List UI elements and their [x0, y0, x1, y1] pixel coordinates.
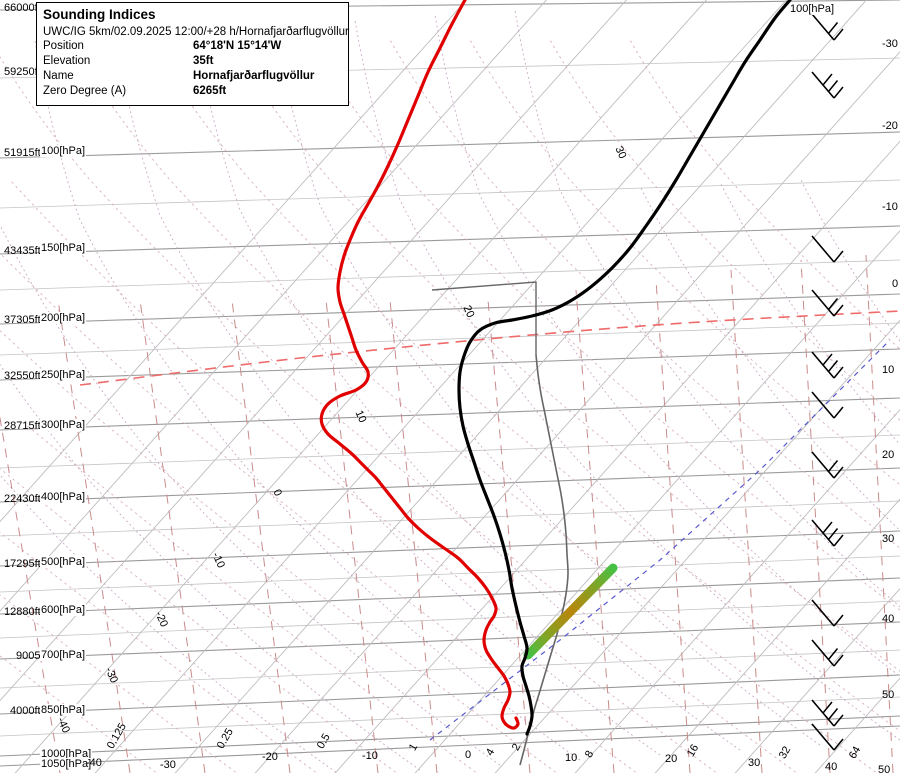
bottom-temperature-label: 40 — [825, 761, 838, 773]
altitude-label: 32550ft — [4, 370, 41, 382]
moist-adiabat-lines — [0, 9, 900, 773]
top-right-pressure-label: 100[hPa] — [790, 3, 835, 15]
pressure-label: 1050[hPa] — [40, 758, 93, 770]
wind-barb — [811, 351, 844, 379]
pressure-label: 500[hPa] — [40, 556, 87, 568]
panel-row-value: 35ft — [193, 55, 214, 67]
bottom-temperature-label: -30 — [160, 759, 176, 771]
right-temperature-label: -20 — [882, 120, 898, 132]
panel-row: Name Hornafjarðarflugvöllur — [43, 69, 342, 84]
wind-barb — [811, 639, 844, 667]
right-temperature-label: 30 — [882, 533, 895, 545]
pressure-label: 1000[hPa] — [40, 748, 93, 760]
wind-barb — [811, 13, 844, 41]
right-temperature-label: 40 — [882, 613, 895, 625]
altitude-label: 4000ft — [10, 705, 41, 717]
right-temperature-label: 50 — [882, 689, 895, 701]
wind-barb — [811, 599, 844, 627]
isobar-minor-lines — [0, 57, 900, 737]
bottom-temperature-label: -10 — [362, 750, 378, 762]
altitude-label: 17295ft — [4, 558, 41, 570]
panel-row-value: 64°18'N 15°14'W — [193, 40, 282, 52]
panel-row: Position 64°18'N 15°14'W — [43, 39, 342, 54]
bottom-temperature-label: -20 — [262, 751, 278, 763]
parcel-ascent-box — [431, 281, 537, 355]
wind-barb — [811, 519, 844, 547]
altitude-label: 22430ft — [4, 493, 41, 505]
panel-rows: Position 64°18'N 15°14'W Elevation 35ft Name… — [43, 39, 342, 99]
wind-barb — [811, 699, 844, 727]
dewpoint-curve — [319, 0, 520, 730]
bottom-temperature-label: 10 — [565, 752, 578, 764]
panel-row-key: Position — [43, 40, 84, 52]
pressure-label: 150[hPa] — [40, 242, 87, 254]
panel-row-value: Hornafjarðarflugvöllur — [193, 70, 315, 82]
wind-barb — [811, 235, 844, 263]
mixing-ratio-lines — [0, 254, 894, 773]
altitude-label: 28715ft — [4, 420, 41, 432]
zero-degree-line — [79, 310, 900, 386]
panel-row-key: Zero Degree (A) — [43, 85, 127, 97]
bottom-temperature-label: 0 — [465, 749, 472, 761]
altitude-label: 66000ft — [4, 2, 41, 14]
pressure-label: 850[hPa] — [40, 704, 87, 716]
wind-barb-group — [811, 13, 844, 751]
parcel-curve — [519, 354, 569, 766]
temperature-curve — [457, 0, 792, 736]
panel-row: Elevation 35ft — [43, 54, 342, 69]
altitude-label: 9005ft — [16, 650, 47, 662]
shear-vector — [523, 563, 618, 660]
sounding-indices-panel: Sounding Indices UWC/IG 5km/02.09.2025 1… — [36, 2, 349, 106]
wind-barb — [811, 289, 844, 317]
panel-row-value: 6265ft — [193, 85, 227, 97]
right-temperature-label: 10 — [882, 364, 895, 376]
panel-row-key: Name — [43, 70, 74, 82]
wetbulb-zero-line — [429, 339, 891, 741]
bottom-temperature-label: 50 — [878, 764, 891, 776]
pressure-label: 200[hPa] — [40, 312, 87, 324]
bottom-temperature-label: 20 — [665, 753, 678, 765]
wind-barb — [811, 451, 844, 479]
panel-row: Zero Degree (A) 6265ft — [43, 84, 342, 99]
right-temperature-label: 20 — [882, 449, 895, 461]
pressure-label: 700[hPa] — [40, 649, 87, 661]
wind-barb — [811, 71, 844, 99]
wind-barb — [811, 723, 844, 751]
panel-title: Sounding Indices — [43, 7, 156, 22]
panel-subtitle: UWC/IG 5km/02.09.2025 12:00/+28 h/Hornaf… — [43, 26, 349, 38]
bottom-temperature-label: -40 — [86, 757, 102, 769]
altitude-label: 59250ft — [4, 66, 41, 78]
altitude-label: 43435ft — [4, 245, 41, 257]
bottom-temperature-label: 30 — [748, 757, 761, 769]
wind-barb — [811, 391, 844, 419]
altitude-label: 12880ft — [4, 606, 41, 618]
right-temperature-label: -10 — [882, 201, 898, 213]
pressure-label: 400[hPa] — [40, 491, 87, 503]
pressure-label: 250[hPa] — [40, 369, 87, 381]
panel-row-key: Elevation — [43, 55, 91, 67]
right-temperature-label: -30 — [882, 38, 898, 50]
altitude-label: 51915ft — [4, 147, 41, 159]
pressure-label: 300[hPa] — [40, 419, 87, 431]
altitude-label: 37305ft — [4, 314, 41, 326]
right-temperature-label: 0 — [892, 278, 899, 290]
pressure-label: 100[hPa] — [40, 145, 87, 157]
pressure-label: 600[hPa] — [40, 604, 87, 616]
dry-adiabat-lines — [0, 39, 900, 773]
